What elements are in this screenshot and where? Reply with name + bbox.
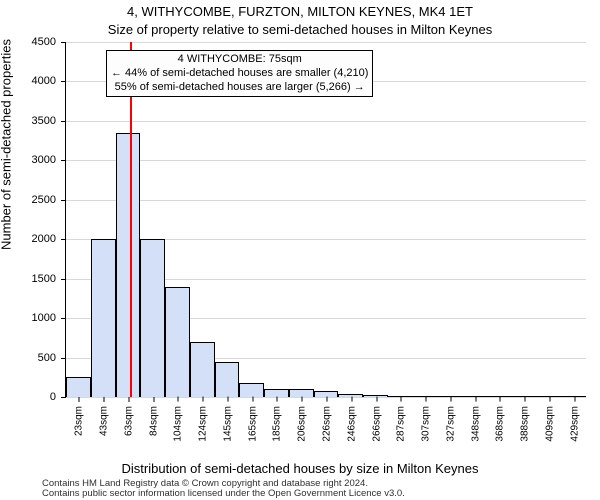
annotation-line1: 4 WITHYCOMBE: 75sqm [111, 53, 368, 67]
x-tick: 388sqm [518, 397, 531, 442]
x-tick: 409sqm [542, 397, 555, 442]
x-tick: 104sqm [171, 397, 184, 442]
x-tick: 348sqm [468, 397, 481, 442]
histogram-bar [66, 377, 91, 397]
histogram-bar [239, 383, 264, 397]
x-tick: 327sqm [443, 397, 456, 442]
x-tick: 185sqm [270, 397, 283, 442]
footer-attribution: Contains HM Land Registry data © Crown c… [42, 479, 590, 498]
gridline [66, 121, 586, 122]
histogram-bar [116, 133, 141, 397]
chart-container: 4, WITHYCOMBE, FURZTON, MILTON KEYNES, M… [0, 0, 600, 500]
x-tick: 63sqm [121, 397, 134, 436]
histogram-bar [91, 239, 116, 397]
y-tick: 4000 [32, 75, 66, 87]
histogram-bar [264, 389, 289, 397]
footer-line2: Contains public sector information licen… [42, 488, 405, 499]
annotation-line2: ← 44% of semi-detached houses are smalle… [111, 67, 368, 81]
x-axis-label: Distribution of semi-detached houses by … [0, 461, 600, 476]
y-tick: 2000 [32, 233, 66, 245]
chart-subtitle: Size of property relative to semi-detach… [0, 22, 600, 37]
annotation-line3: 55% of semi-detached houses are larger (… [111, 81, 368, 95]
gridline [66, 42, 586, 43]
x-tick: 368sqm [493, 397, 506, 442]
x-tick: 287sqm [394, 397, 407, 442]
y-tick: 4500 [32, 36, 66, 48]
y-tick: 1000 [32, 312, 66, 324]
y-tick: 3500 [32, 115, 66, 127]
x-tick: 165sqm [245, 397, 258, 442]
x-tick: 246sqm [344, 397, 357, 442]
x-tick: 226sqm [320, 397, 333, 442]
x-tick: 84sqm [146, 397, 159, 436]
y-tick: 0 [50, 391, 66, 403]
x-tick: 145sqm [220, 397, 233, 442]
x-tick: 206sqm [295, 397, 308, 442]
annotation-box: 4 WITHYCOMBE: 75sqm ← 44% of semi-detach… [106, 50, 373, 97]
x-tick: 266sqm [369, 397, 382, 442]
x-tick: 307sqm [419, 397, 432, 442]
y-axis-label: Number of semi-detached properties [0, 39, 14, 250]
x-tick: 43sqm [97, 397, 110, 436]
x-tick: 429sqm [567, 397, 580, 442]
y-tick: 500 [38, 352, 66, 364]
y-tick: 2500 [32, 194, 66, 206]
gridline [66, 200, 586, 201]
histogram-bar [190, 342, 215, 397]
plot-area: 05001000150020002500300035004000450023sq… [65, 42, 586, 398]
histogram-bar [140, 239, 165, 397]
gridline [66, 160, 586, 161]
y-tick: 1500 [32, 273, 66, 285]
y-tick: 3000 [32, 154, 66, 166]
x-tick: 23sqm [72, 397, 85, 436]
x-tick: 124sqm [196, 397, 209, 442]
chart-title: 4, WITHYCOMBE, FURZTON, MILTON KEYNES, M… [0, 4, 600, 19]
histogram-bar [215, 362, 240, 398]
histogram-bar [165, 287, 190, 397]
histogram-bar [289, 389, 314, 397]
